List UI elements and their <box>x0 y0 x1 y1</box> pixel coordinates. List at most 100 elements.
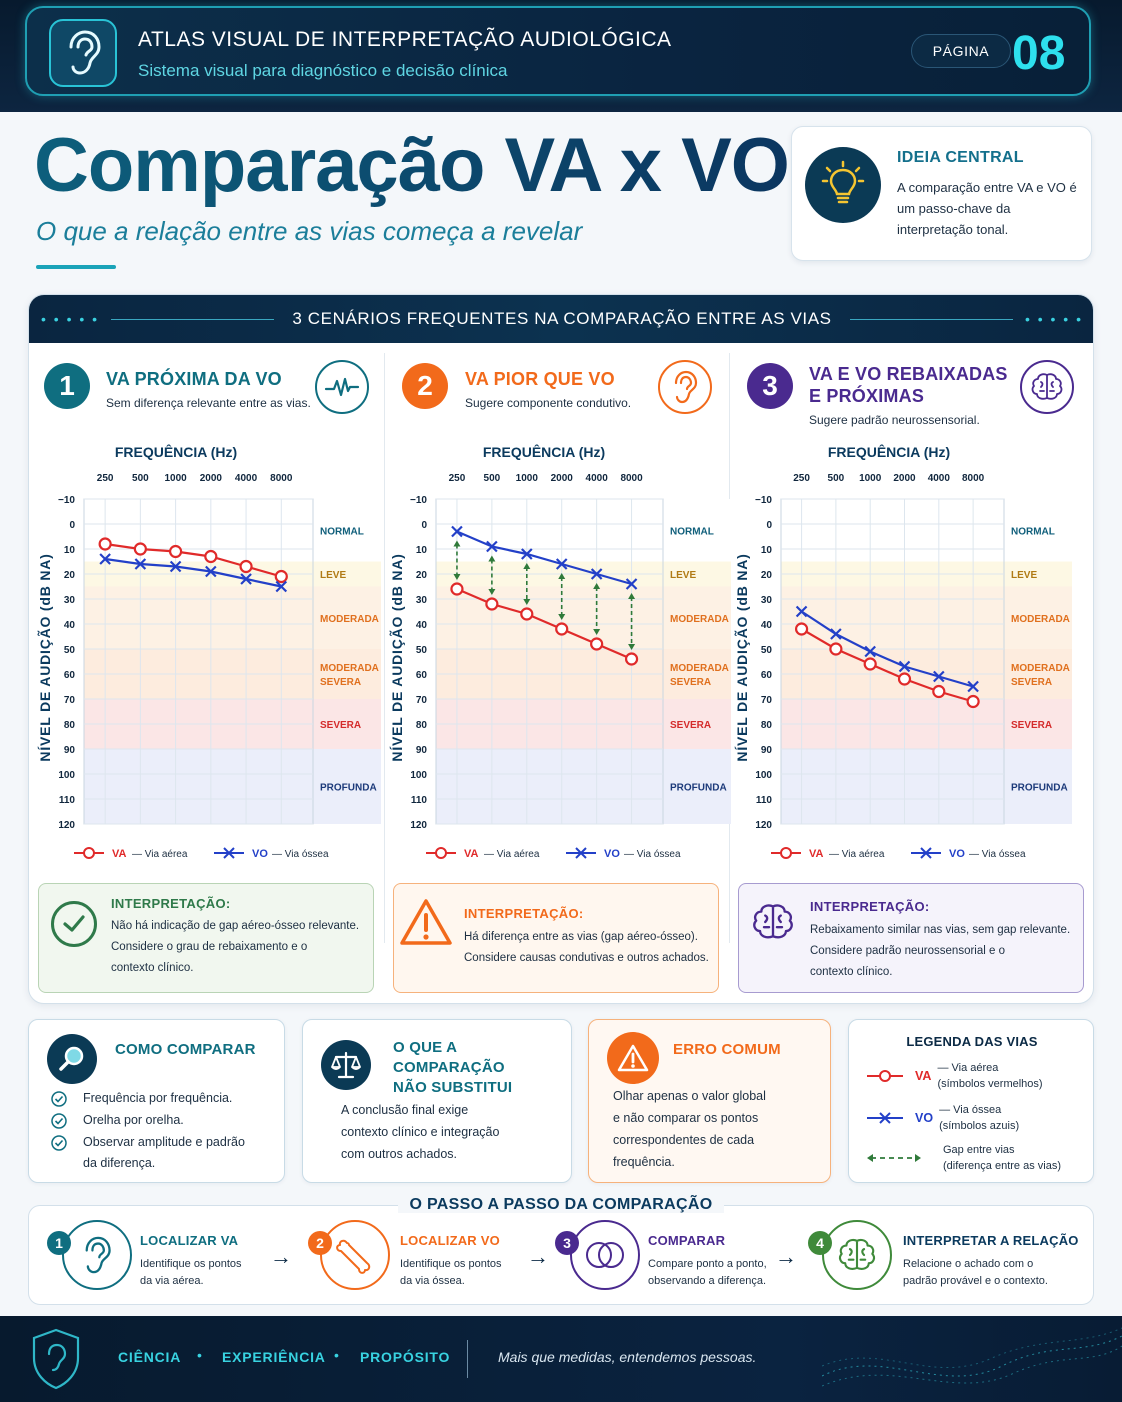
va-point <box>485 597 499 611</box>
y-tick-label: 100 <box>58 770 75 781</box>
scenario-3-title-line1: VA E VO REBAIXADAS <box>809 364 1008 384</box>
severity-band-label: MODERADA <box>320 663 379 674</box>
x-tick-label: 1000 <box>859 473 882 484</box>
y-tick-label: 40 <box>64 620 76 631</box>
legend-vo-marker <box>223 847 235 859</box>
gap-arrow-head <box>628 644 636 650</box>
y-tick-label: 110 <box>411 795 428 806</box>
vo-point <box>451 525 463 538</box>
y-axis-title: NÍVEL DE AUDIÇÃO (dB NA) <box>36 553 53 761</box>
vo-point <box>555 558 568 570</box>
gap-arrow-head <box>488 589 496 595</box>
severity-band <box>781 586 1072 649</box>
severity-band-label: SEVERA <box>1011 677 1052 688</box>
series-line-vo <box>456 530 632 586</box>
vo-point <box>590 568 603 580</box>
header-line-right <box>849 318 1013 320</box>
step-4-number: 4 <box>808 1231 832 1255</box>
y-tick-label: 40 <box>416 620 428 631</box>
legend-card: LEGENDA DAS VIAS VA — Via aérea (símbolos… <box>848 1019 1094 1183</box>
x-axis-title: FREQUÊNCIA (Hz) <box>115 443 237 460</box>
title-underline <box>36 265 116 269</box>
not-replace-title-line: O QUE A COMPARAÇÃO <box>393 1039 505 1076</box>
interpretation-box-3: INTERPRETAÇÃO: Rebaixamento similar nas … <box>738 883 1084 993</box>
check-icon <box>51 1091 67 1107</box>
y-tick-label: 110 <box>59 795 76 806</box>
y-tick-label: 60 <box>416 670 428 681</box>
y-tick-label: 90 <box>416 745 428 756</box>
severity-band-label: PROFUNDA <box>1011 783 1068 794</box>
x-tick-label: 4000 <box>928 473 951 484</box>
y-axis-title: NÍVEL DE AUDIÇÃO (dB NA) <box>733 553 750 761</box>
step-2-text: Identifique os pontos da via óssea. <box>400 1256 540 1290</box>
legend-symbol: VO <box>604 848 620 860</box>
vo-point <box>169 560 182 573</box>
footer-word-experiencia: EXPERIÊNCIA <box>222 1349 326 1365</box>
vo-point <box>486 540 498 553</box>
not-replace-line: A conclusão final exige <box>341 1103 469 1117</box>
legend-vo-symbol: VO <box>915 1111 934 1125</box>
step-2-title: LOCALIZAR VO <box>400 1233 500 1248</box>
legend-vo-marker <box>575 847 587 859</box>
legend-symbol: VA <box>464 848 479 860</box>
legend-symbol: VA <box>112 848 127 860</box>
step-line: da via aérea. <box>140 1275 204 1287</box>
scenario-3-number: 3 <box>747 363 793 409</box>
warning-icon <box>607 1032 659 1084</box>
y-tick-label: 10 <box>761 545 773 556</box>
y-tick-label: −10 <box>755 495 772 506</box>
va-point <box>169 544 183 559</box>
y-tick-label: 100 <box>755 770 772 781</box>
x-tick-label: 250 <box>97 473 114 484</box>
interpretation-title-1: INTERPRETAÇÃO: <box>111 896 231 911</box>
bone-icon <box>320 1220 390 1290</box>
idea-text: A comparação entre VA e VO é um passo-ch… <box>897 180 1077 237</box>
legend-vo-line2: (símbolos azuis) <box>939 1120 1020 1132</box>
severity-band-label: MODERADA <box>320 614 379 625</box>
scales-icon <box>321 1040 371 1090</box>
severity-band-label: NORMAL <box>670 526 714 537</box>
waveform-icon <box>315 360 369 414</box>
steps-title: O PASSO A PASSO DA COMPARAÇÃO <box>0 1196 1122 1214</box>
x-tick-label: 2000 <box>200 473 223 484</box>
y-tick-label: 120 <box>58 820 75 831</box>
step-4-title: INTERPRETAR A RELAÇÃO <box>903 1233 1079 1248</box>
y-tick-label: 120 <box>755 820 772 831</box>
y-tick-label: 90 <box>761 745 773 756</box>
check-circle-icon <box>51 901 97 947</box>
severity-band-label: SEVERA <box>1011 720 1052 731</box>
gap-arrow-head <box>453 574 461 580</box>
common-error-text: Olhar apenas o valor global e não compar… <box>613 1085 823 1173</box>
common-error-title: ERRO COMUM <box>673 1041 781 1058</box>
y-tick-label: 0 <box>69 520 75 531</box>
y-tick-label: 70 <box>64 695 76 706</box>
y-tick-label: 0 <box>766 520 772 531</box>
idea-card: IDEIA CENTRAL A comparação entre VA e VO… <box>791 126 1092 261</box>
severity-band-label: SEVERA <box>670 677 711 688</box>
footer-wave-decoration <box>822 1327 1122 1387</box>
severity-band-label: MODERADA <box>1011 663 1070 674</box>
step-line: Identifique os pontos <box>140 1258 242 1270</box>
step-line: Compare ponto a ponto, <box>648 1258 767 1270</box>
scenarios-header: • • • • • 3 CENÁRIOS FREQUENTES NA COMPA… <box>29 295 1093 343</box>
step-3-title: COMPARAR <box>648 1233 726 1248</box>
va-point <box>450 582 464 596</box>
not-replace-line: contexto clínico e integração <box>341 1125 500 1139</box>
vo-point <box>795 605 808 618</box>
gap-arrow-head <box>558 573 566 579</box>
interpretation-text-3: Rebaixamento similar nas vias, sem gap r… <box>810 920 1080 983</box>
legend-va-marker <box>83 847 95 859</box>
compare-item-line: Observar amplitude e padrão <box>83 1135 245 1149</box>
legend-vo-line1: — Via óssea <box>939 1104 1002 1116</box>
brain-icon <box>1020 360 1074 414</box>
va-point <box>624 652 639 666</box>
severity-band <box>436 749 731 824</box>
scenario-2-description: Sugere componente condutivo. <box>465 396 632 410</box>
header-title: ATLAS VISUAL DE INTERPRETAÇÃO AUDIOLÓGIC… <box>138 28 672 51</box>
legend-label: — Via aérea <box>132 849 188 860</box>
legend-gap: Gap entre vias (diferença entre as vias) <box>865 1142 1061 1174</box>
va-point <box>239 559 253 574</box>
legend-symbol: VO <box>949 848 965 860</box>
va-point <box>204 549 218 564</box>
